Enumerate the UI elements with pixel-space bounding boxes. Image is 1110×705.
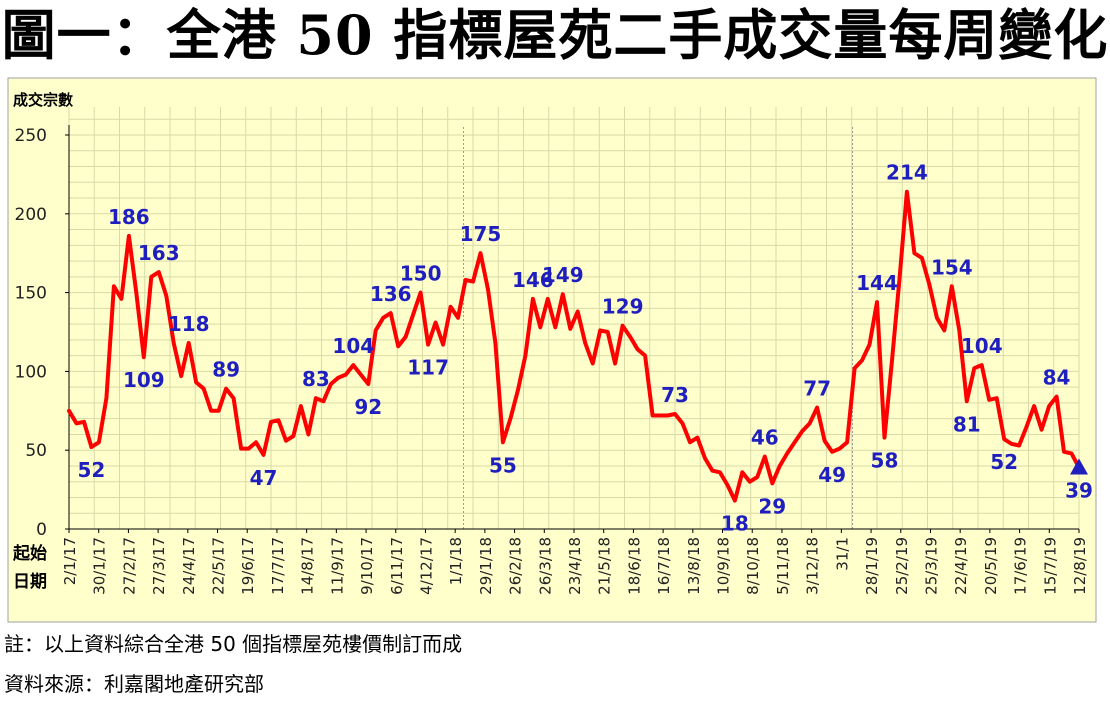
x-tick-label: 22/5/17: [210, 537, 228, 595]
data-label: 186: [108, 205, 150, 229]
data-label: 104: [961, 334, 1003, 358]
x-tick-label: 25/2/19: [893, 537, 911, 595]
data-label: 144: [856, 271, 898, 295]
x-tick-label: 19/6/17: [239, 537, 257, 595]
series-line: [67, 189, 1081, 503]
data-label: 39: [1065, 479, 1093, 503]
data-label: 154: [931, 255, 973, 279]
data-label: 129: [602, 295, 644, 319]
y-tick-label: 200: [15, 205, 47, 225]
x-axis-label: 起始: [12, 543, 47, 564]
x-tick-label: 5/11/18: [774, 537, 792, 595]
data-label: 47: [250, 466, 278, 490]
data-label: 136: [370, 282, 412, 306]
x-tick-label: 11/9/17: [328, 537, 346, 595]
x-tick-label: 9/10/17: [358, 537, 376, 595]
x-tick-label: 10/9/18: [715, 537, 733, 595]
x-tick-label: 28/1/19: [863, 537, 881, 595]
data-label: 163: [138, 241, 180, 265]
x-tick-label: 23/4/18: [566, 537, 584, 595]
data-label: 58: [871, 449, 899, 473]
x-tick-label: 20/5/19: [982, 537, 1000, 595]
data-label: 175: [460, 222, 502, 246]
data-label: 52: [78, 458, 106, 482]
data-label: 49: [818, 463, 846, 487]
data-label: 52: [990, 450, 1018, 474]
data-label: 55: [489, 453, 517, 477]
x-tick-label: 17/7/17: [269, 537, 287, 595]
data-label: 84: [1043, 366, 1071, 390]
y-tick-label: 100: [15, 362, 47, 382]
x-tick-label: 21/5/18: [596, 537, 614, 595]
chart-note: 註：以上資料綜合全港 50 個指標屋苑樓價制訂而成: [4, 632, 463, 656]
x-tick-label: 31/1: [833, 537, 851, 571]
x-tick-label: 26/2/18: [507, 537, 525, 595]
x-tick-label: 4/12/17: [417, 537, 435, 595]
y-tick-label: 150: [15, 284, 47, 304]
x-tick-label: 22/4/19: [952, 537, 970, 595]
y-tick-label: 250: [15, 126, 47, 146]
x-tick-label: 18/6/18: [625, 537, 643, 595]
x-axis-label: 日期: [13, 572, 47, 592]
x-tick-label: 13/8/18: [685, 537, 703, 595]
data-label: 109: [123, 368, 165, 392]
data-label: 104: [332, 334, 374, 358]
data-label: 117: [407, 356, 449, 380]
x-tick-label: 25/3/19: [922, 537, 940, 595]
x-tick-label: 27/2/17: [120, 537, 138, 595]
x-tick-label: 15/7/19: [1041, 537, 1059, 595]
data-label: 92: [354, 395, 382, 419]
data-label: 149: [542, 263, 584, 287]
data-label: 118: [168, 312, 210, 336]
x-tick-label: 2/1/17: [61, 537, 79, 585]
x-tick-label: 17/6/19: [1012, 537, 1030, 595]
y-tick-label: 50: [25, 441, 47, 461]
x-tick-label: 8/10/18: [744, 537, 762, 595]
x-tick-label: 3/12/18: [804, 537, 822, 595]
x-tick-label: 30/1/17: [91, 537, 109, 595]
x-tick-label: 6/11/17: [388, 537, 406, 595]
x-tick-label: 16/7/18: [655, 537, 673, 595]
chart-source: 資料來源：利嘉閣地產研究部: [4, 672, 264, 696]
data-label: 89: [212, 358, 240, 382]
data-label: 29: [758, 494, 786, 518]
chart-title: 圖一：全港 50 指標屋苑二手成交量每周變化: [1, 3, 1109, 67]
x-tick-label: 1/1/18: [447, 537, 465, 585]
y-tick-label: 0: [36, 520, 47, 540]
data-label: 150: [400, 262, 442, 286]
x-tick-label: 12/8/19: [1071, 537, 1089, 595]
x-tick-label: 24/4/17: [180, 537, 198, 595]
data-label: 83: [302, 367, 330, 391]
data-label: 77: [803, 377, 831, 401]
last-point-marker: [1070, 458, 1088, 475]
data-label: 73: [661, 383, 689, 407]
data-label: 81: [953, 412, 981, 436]
x-tick-label: 29/1/18: [477, 537, 495, 595]
x-tick-label: 27/3/17: [150, 537, 168, 595]
x-tick-label: 14/8/17: [299, 537, 317, 595]
data-label: 46: [751, 426, 779, 450]
data-label: 146: [512, 268, 554, 292]
y-axis-label: 成交宗數: [13, 91, 73, 109]
data-label: 18: [721, 512, 749, 536]
x-tick-label: 26/3/18: [536, 537, 554, 595]
data-label: 214: [886, 161, 928, 185]
